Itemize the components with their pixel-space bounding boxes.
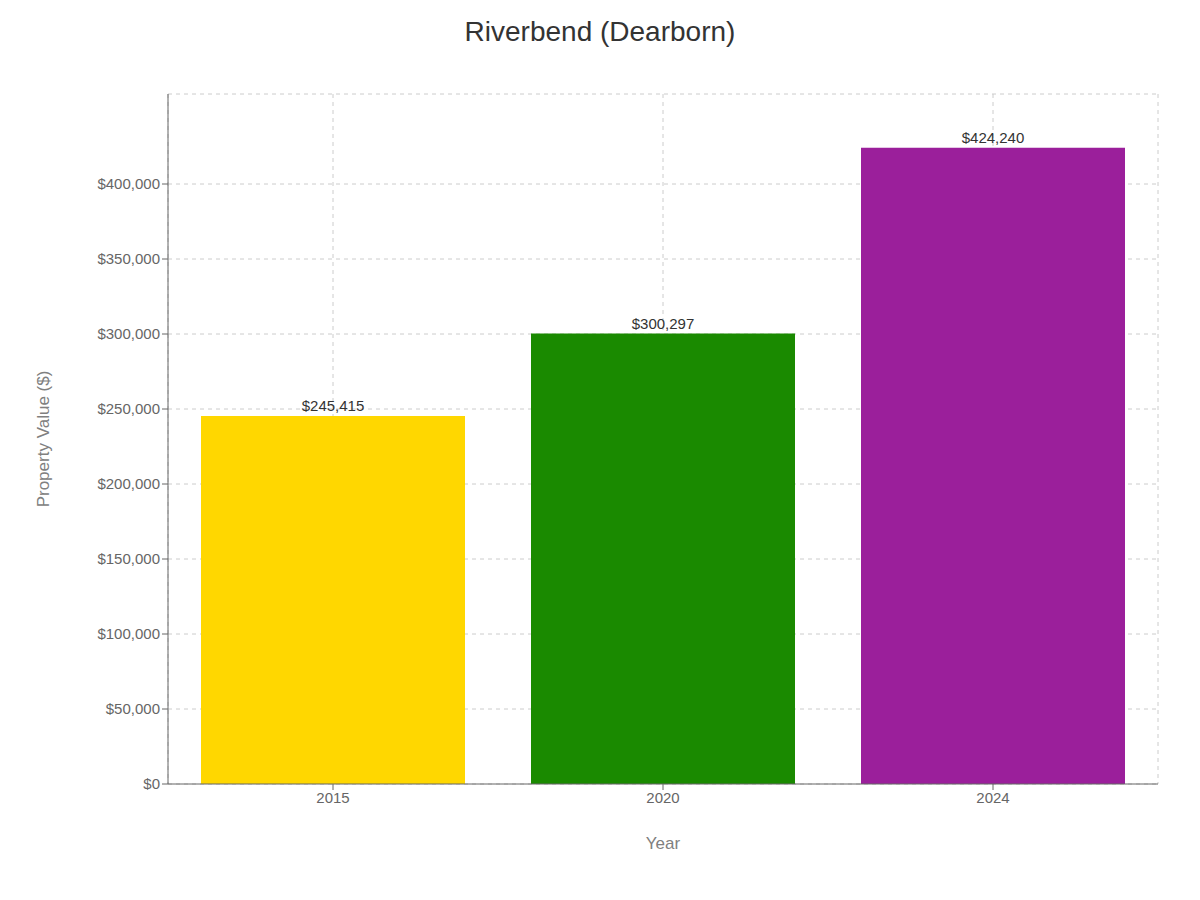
- svg-text:$424,240: $424,240: [962, 129, 1025, 146]
- svg-text:Property Value ($): Property Value ($): [34, 371, 53, 508]
- svg-text:$250,000: $250,000: [97, 400, 160, 417]
- svg-text:2024: 2024: [976, 789, 1009, 806]
- svg-text:$245,415: $245,415: [302, 397, 365, 414]
- svg-text:$150,000: $150,000: [97, 550, 160, 567]
- svg-text:Year: Year: [646, 834, 681, 853]
- svg-text:$200,000: $200,000: [97, 475, 160, 492]
- svg-text:$100,000: $100,000: [97, 625, 160, 642]
- svg-text:2015: 2015: [316, 789, 349, 806]
- html-text:Riverbend (Dearborn): Riverbend (Dearborn): [464, 16, 736, 47]
- svg-text:$350,000: $350,000: [97, 250, 160, 267]
- svg-text:$300,000: $300,000: [97, 325, 160, 342]
- svg-text:$50,000: $50,000: [106, 700, 160, 717]
- svg-text:$400,000: $400,000: [97, 175, 160, 192]
- svg-text:2020: 2020: [646, 789, 679, 806]
- svg-text:$0: $0: [143, 775, 160, 792]
- svg-text:$300,297: $300,297: [632, 315, 695, 332]
